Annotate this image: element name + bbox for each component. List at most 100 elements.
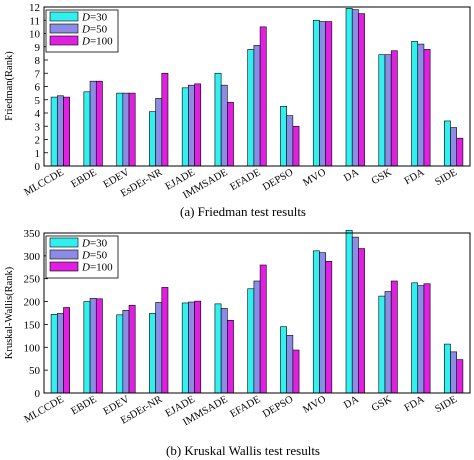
friedman-y-axis-label: Friedman(Rank) — [4, 51, 15, 121]
bar-mlccde-d100 — [63, 307, 70, 394]
y-tick-label: 10 — [29, 29, 41, 41]
category-label: DEPSO — [261, 394, 296, 420]
category-label: FDA — [403, 167, 427, 187]
y-tick-label: 3 — [35, 121, 41, 133]
bar-fda-d50 — [417, 43, 425, 167]
bar-edev-d30 — [116, 314, 124, 394]
category-label: SIDE — [433, 167, 459, 188]
category-label: MVO — [301, 394, 328, 416]
category-label: DEPSO — [261, 167, 296, 193]
y-tick-label: 0 — [35, 161, 41, 173]
kruskal-wallis-plot-frame — [43, 232, 471, 394]
bar-immsade-d30 — [214, 72, 222, 167]
legend-label-variable: D — [81, 250, 90, 262]
bar-ebde-d30 — [83, 301, 91, 394]
bar-edev-d50 — [122, 92, 130, 167]
bar-edev-d100 — [128, 92, 136, 167]
bar-ejade-d50 — [188, 84, 195, 167]
category-label: GSK — [370, 394, 394, 414]
bar-da-d50 — [351, 236, 359, 394]
bar-efade-d100 — [259, 264, 267, 394]
legend-label-value: =50 — [90, 24, 108, 36]
bar-ebde-d50 — [89, 298, 97, 394]
legend-label-value: =100 — [90, 36, 113, 48]
bar-efade-d30 — [247, 49, 255, 167]
legend-label-value: =50 — [90, 250, 108, 262]
bar-mlccde-d100 — [63, 96, 70, 167]
y-tick-label: 150 — [24, 319, 41, 331]
kruskal-wallis-legend: D=30D=50D=100 — [45, 235, 119, 279]
kruskal-wallis-chart: 0 50 100 150 200 250 300 350 MLCCDE EBDE EDEVEsDE… — [4, 228, 471, 458]
bar-depso-d50 — [286, 115, 294, 167]
legend-label: D=100 — [81, 262, 113, 274]
bar-mvo-d50 — [319, 21, 326, 167]
bar-edev-d100 — [128, 304, 136, 394]
legend-label: D=100 — [81, 36, 113, 48]
friedman-legend: D=30D=50D=100 — [45, 9, 119, 53]
y-tick-label: 0 — [35, 388, 41, 400]
legend-label-value: =30 — [90, 12, 108, 24]
bar-mlccde-d30 — [50, 314, 58, 394]
friedman-plot-frame — [43, 6, 471, 167]
bar-gsk-d100 — [390, 50, 398, 167]
bar-mvo-d50 — [319, 252, 326, 394]
bar-fda-d50 — [417, 285, 425, 394]
bar-mvo-d100 — [325, 261, 333, 394]
legend-label-value: =100 — [90, 262, 113, 274]
bar-efade-d100 — [259, 26, 267, 167]
bar-gsk-d50 — [384, 54, 392, 167]
bar-gsk-d50 — [384, 291, 392, 394]
category-label: SIDE — [433, 394, 459, 415]
y-tick-label: 6 — [35, 82, 41, 94]
kruskal-wallis-y-axis: 0 50 100 150 200 250 300 350 — [24, 228, 48, 400]
bar-edev-d50 — [122, 309, 130, 394]
legend-swatch — [49, 11, 79, 22]
category-label: MLCCDE — [22, 394, 65, 425]
bar-da-d30 — [345, 8, 353, 167]
bar-da-d100 — [358, 13, 365, 167]
legend-label-variable: D — [81, 262, 90, 274]
bar-mvo-d100 — [325, 21, 333, 167]
bar-side-d100 — [456, 359, 464, 394]
bar-mlccde-d50 — [56, 313, 64, 394]
bar-ejade-d100 — [194, 300, 202, 394]
bar-ebde-d50 — [89, 80, 97, 167]
y-tick-label: 4 — [35, 108, 41, 120]
category-label: EFADE — [228, 394, 262, 420]
legend-label-value: =30 — [90, 238, 108, 250]
bar-fda-d100 — [423, 49, 431, 167]
y-tick-label: 12 — [29, 2, 40, 14]
kruskal-wallis-y-axis-label: Kruskal-Wallis(Rank) — [4, 266, 15, 359]
bar-ejade-d50 — [188, 301, 195, 394]
y-tick-label: 300 — [24, 251, 41, 263]
category-label: MLCCDE — [22, 167, 65, 198]
bar-immsade-d50 — [220, 308, 228, 394]
legend-label-variable: D — [81, 24, 90, 36]
bar-da-d100 — [358, 248, 365, 394]
legend-swatch — [49, 249, 79, 260]
y-tick-label: 9 — [35, 42, 41, 54]
bar-immsade-d100 — [227, 102, 234, 167]
bar-esder-nr-d30 — [149, 313, 156, 394]
legend-label-variable: D — [81, 36, 90, 48]
bar-mvo-d30 — [312, 250, 320, 394]
y-tick-label: 11 — [29, 15, 40, 27]
bar-immsade-d100 — [227, 320, 234, 394]
y-tick-label: 2 — [35, 135, 41, 147]
bar-esder-nr-d50 — [155, 302, 163, 394]
bar-da-d30 — [345, 229, 353, 394]
y-tick-label: 5 — [35, 95, 41, 107]
category-label: GSK — [370, 167, 394, 187]
y-tick-label: 350 — [24, 228, 41, 240]
bar-fda-d30 — [411, 282, 419, 394]
category-label: DA — [342, 394, 361, 411]
bar-side-d50 — [450, 127, 458, 167]
category-label: EBDE — [69, 167, 98, 190]
bar-esder-nr-d100 — [161, 72, 169, 167]
bar-gsk-d30 — [378, 295, 386, 394]
bar-esder-nr-d30 — [149, 111, 156, 167]
bar-fda-d30 — [411, 41, 419, 167]
